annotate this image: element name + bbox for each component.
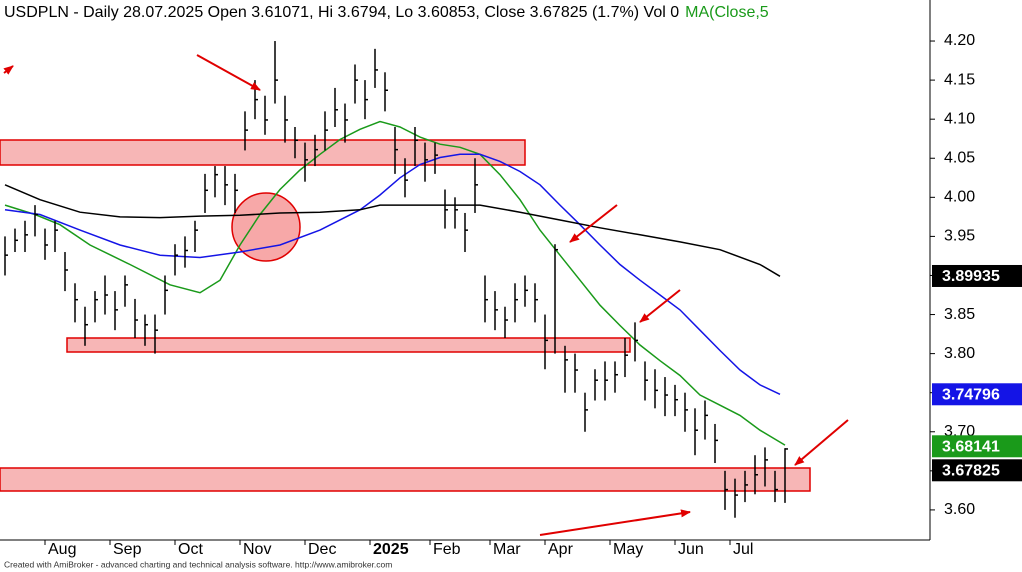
x-tick-label: 2025 [373, 541, 409, 558]
chart-title: USDPLN - Daily 28.07.2025 Open 3.61071, … [4, 4, 769, 21]
y-tick-label: 4.00 [944, 189, 975, 206]
y-tick-label: 4.20 [944, 32, 975, 49]
price-label-box [932, 383, 1022, 406]
y-tick-label: 3.80 [944, 345, 975, 362]
title-ma: MA(Close,5 [685, 4, 769, 21]
price-label: 3.74796 [942, 387, 1000, 404]
annotations [0, 139, 811, 492]
moving-average [4, 184, 781, 277]
price-label-box [932, 435, 1022, 458]
y-tick-label: 4.10 [944, 110, 975, 127]
price-label: 3.89935 [942, 268, 1000, 285]
price-label-box [932, 264, 1022, 287]
price-label: 3.68141 [942, 439, 1000, 456]
x-tick-label: Dec [308, 541, 336, 558]
arrow [794, 419, 849, 466]
y-tick-label: 4.15 [944, 71, 975, 88]
x-tick-label: May [613, 541, 643, 558]
y-tick-label: 3.85 [944, 306, 975, 323]
footer: Created with AmiBroker - advanced charti… [4, 559, 392, 569]
moving-average [4, 120, 786, 446]
arrows [3, 54, 849, 536]
x-tick-label: Jun [678, 541, 704, 558]
title-group: USDPLN - Daily 28.07.2025 Open 3.61071, … [4, 4, 769, 21]
resistance-zone [0, 139, 526, 166]
y-tick-label: 4.05 [944, 149, 975, 166]
x-tick-label: Aug [48, 541, 76, 558]
arrow [539, 509, 691, 536]
arrow [196, 54, 261, 91]
x-tick-label: Nov [243, 541, 271, 558]
x-tick-label: Feb [433, 541, 461, 558]
arrow [569, 204, 618, 243]
moving-average [4, 153, 781, 395]
plot-area [4, 41, 788, 518]
x-tick-label: Jul [733, 541, 753, 558]
x-tick-label: Apr [548, 541, 574, 558]
x-tick-label: Mar [493, 541, 521, 558]
support-zone [0, 467, 811, 492]
price-label-box [932, 459, 1022, 482]
title-text: USDPLN - Daily 28.07.2025 Open 3.61071, … [4, 4, 679, 21]
arrow [639, 289, 681, 323]
price-label: 3.67825 [942, 463, 1000, 480]
y-tick-label: 3.60 [944, 501, 975, 518]
support-zone [66, 337, 631, 353]
arrow [3, 65, 14, 75]
y-tick-label: 3.95 [944, 228, 975, 245]
x-tick-label: Sep [113, 541, 142, 558]
highlight-circle [231, 192, 301, 262]
x-tick-label: Oct [178, 541, 203, 558]
